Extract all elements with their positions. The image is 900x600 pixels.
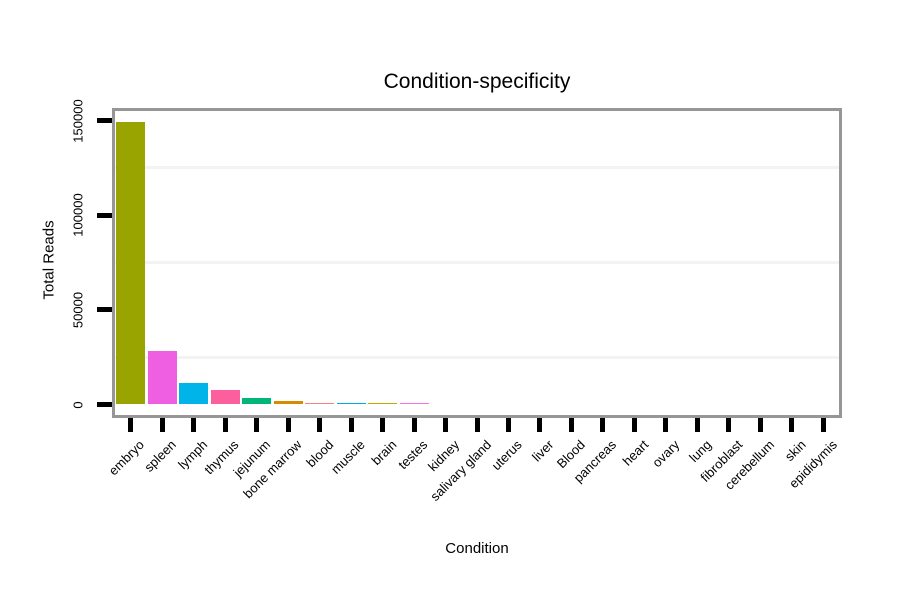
x-tick-label: skin (781, 437, 809, 464)
x-tick (380, 418, 386, 432)
minor-gridline (115, 355, 839, 359)
x-tick-label: muscle (327, 437, 368, 477)
x-tick-label: heart (619, 437, 652, 469)
minor-gridline (115, 261, 839, 264)
x-axis-title: Condition (445, 540, 509, 557)
x-tick-label: testes (395, 437, 431, 473)
bar-muscle (336, 402, 366, 405)
minor-gridline (115, 166, 839, 170)
x-tick-label: brain (368, 437, 400, 469)
x-tick (757, 418, 763, 432)
y-tick-label: 100000 (70, 193, 86, 237)
y-axis-title: Total Reads (40, 220, 58, 300)
x-tick (537, 418, 543, 432)
y-tick-label: 150000 (70, 98, 86, 143)
x-tick (568, 418, 574, 432)
x-tick (820, 418, 826, 432)
x-tick (222, 418, 228, 432)
y-tick-label: 50000 (70, 291, 86, 328)
bar-testes (399, 402, 429, 405)
bar-embryo (116, 122, 146, 405)
y-tick-label: 0 (70, 400, 86, 409)
x-tick (191, 418, 197, 432)
x-tick (285, 418, 291, 432)
bar-bone-marrow (273, 400, 303, 405)
x-tick (600, 418, 606, 432)
x-tick-label: ovary (649, 437, 683, 471)
x-tick (317, 418, 323, 432)
bar-lymph (179, 382, 209, 405)
x-tick (789, 418, 795, 432)
x-tick-label: uterus (488, 437, 526, 474)
x-tick (159, 418, 165, 432)
x-tick (726, 418, 732, 432)
y-tick (97, 307, 112, 313)
bar-spleen (147, 351, 177, 405)
chart-title: Condition-specificity (383, 70, 571, 93)
x-tick (663, 418, 669, 432)
x-tick (505, 418, 511, 432)
bar-brain (368, 402, 398, 405)
bar-blood (305, 402, 335, 405)
x-tick (631, 418, 637, 432)
x-tick (443, 418, 449, 432)
x-tick (694, 418, 700, 432)
x-tick (411, 418, 417, 432)
bar-jejunum (242, 398, 272, 405)
x-tick (474, 418, 480, 432)
x-tick-label: liver (529, 437, 557, 465)
plot-panel-border (112, 108, 842, 418)
x-tick (348, 418, 354, 432)
y-tick (97, 118, 112, 123)
x-tick-label: embryo (106, 437, 148, 479)
x-tick (254, 418, 260, 432)
bar-thymus (210, 390, 240, 405)
y-tick (97, 212, 112, 218)
x-tick-label: spleen (141, 437, 179, 475)
x-tick (128, 418, 134, 432)
y-tick (97, 402, 112, 407)
